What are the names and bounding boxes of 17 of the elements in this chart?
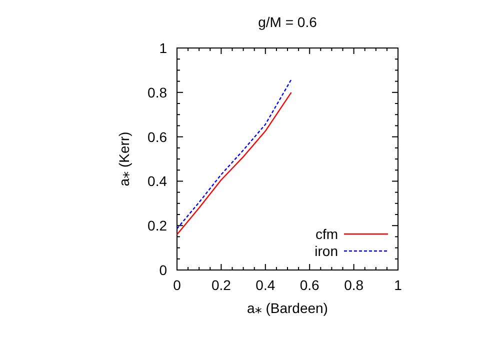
- x-axis-title: a⁎ (Bardeen): [247, 300, 328, 316]
- x-tick-label: 0.2: [211, 277, 232, 293]
- y-tick-label: 1: [159, 40, 168, 56]
- y-tick-label: 0.8: [148, 84, 168, 100]
- chart-title: g/M = 0.6: [258, 14, 318, 30]
- x-tick-label: 0.8: [344, 277, 364, 293]
- x-tick-label: 0.4: [256, 277, 276, 293]
- y-tick-label: 0: [159, 262, 168, 278]
- y-tick-label: 0.2: [148, 218, 168, 234]
- x-tick-label: 0: [173, 277, 182, 293]
- y-axis-title: a⁎ (Kerr): [116, 132, 132, 186]
- x-tick-label: 0.6: [300, 277, 320, 293]
- legend-label: cfm: [315, 226, 338, 242]
- y-tick-label: 0.4: [148, 173, 168, 190]
- legend-label: iron: [314, 243, 338, 259]
- y-tick-label: 0.6: [148, 128, 168, 145]
- x-tick-label: 1: [394, 277, 402, 293]
